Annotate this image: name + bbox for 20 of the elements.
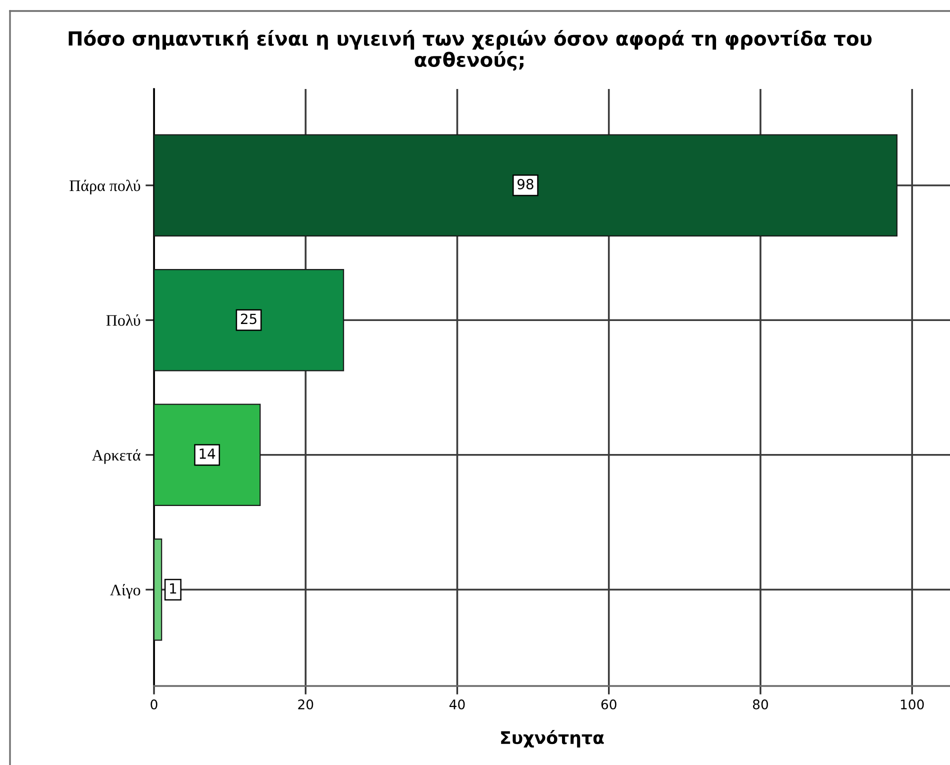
bar: [154, 269, 344, 372]
y-tick-label: Αρκετά: [92, 449, 140, 464]
x-tick-label: 0: [150, 699, 158, 710]
y-tick-label: Πάρα πολύ: [70, 180, 140, 194]
data-label: 14: [200, 448, 216, 459]
bar: [154, 538, 162, 641]
bar: [154, 134, 898, 236]
y-tick-label: Λίγο: [110, 584, 140, 599]
x-tick-label: 40: [449, 699, 465, 710]
y-tick-label: Πολύ: [106, 314, 140, 326]
data-label: 1: [170, 583, 176, 594]
chart-title: Πόσο σημαντική είναι η υγιεινή των χεριών όσον αφορά τη φροντίδα του ασθενούς;: [68, 30, 872, 71]
data-label: 98: [518, 178, 534, 190]
data-label: 25: [240, 314, 256, 324]
x-tick-label: 60: [601, 699, 616, 710]
x-tick-label: 20: [298, 699, 314, 710]
x-tick-label: 80: [752, 699, 768, 710]
x-axis-title: Συχνότητα: [501, 730, 604, 748]
x-tick-label: 100: [900, 699, 924, 710]
bar: [154, 404, 261, 506]
